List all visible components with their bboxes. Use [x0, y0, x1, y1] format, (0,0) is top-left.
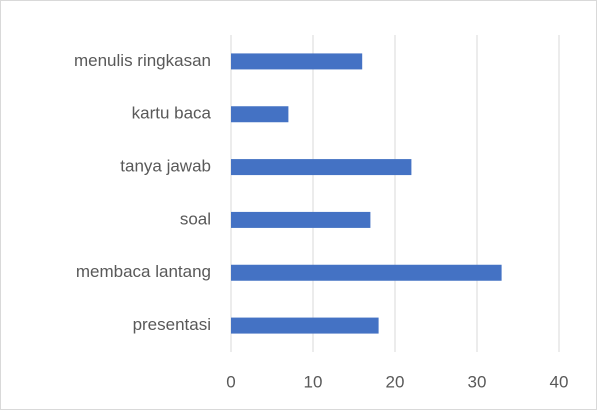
y-tick-label: kartu baca [132, 104, 212, 123]
x-tick-label: 20 [386, 372, 405, 391]
y-tick-label: membaca lantang [76, 262, 211, 281]
bar [231, 159, 412, 176]
y-tick-label: soal [180, 209, 211, 228]
x-tick-label: 0 [226, 372, 235, 391]
x-tick-label: 30 [468, 372, 487, 391]
y-tick-label: presentasi [133, 315, 211, 334]
x-tick-label: 10 [304, 372, 323, 391]
x-tick-label: 40 [550, 372, 569, 391]
bar [231, 317, 379, 334]
y-tick-label: menulis ringkasan [74, 51, 211, 70]
bar [231, 264, 502, 281]
y-tick-label: tanya jawab [120, 157, 211, 176]
bar [231, 106, 289, 123]
bar [231, 211, 371, 228]
bar [231, 53, 363, 70]
